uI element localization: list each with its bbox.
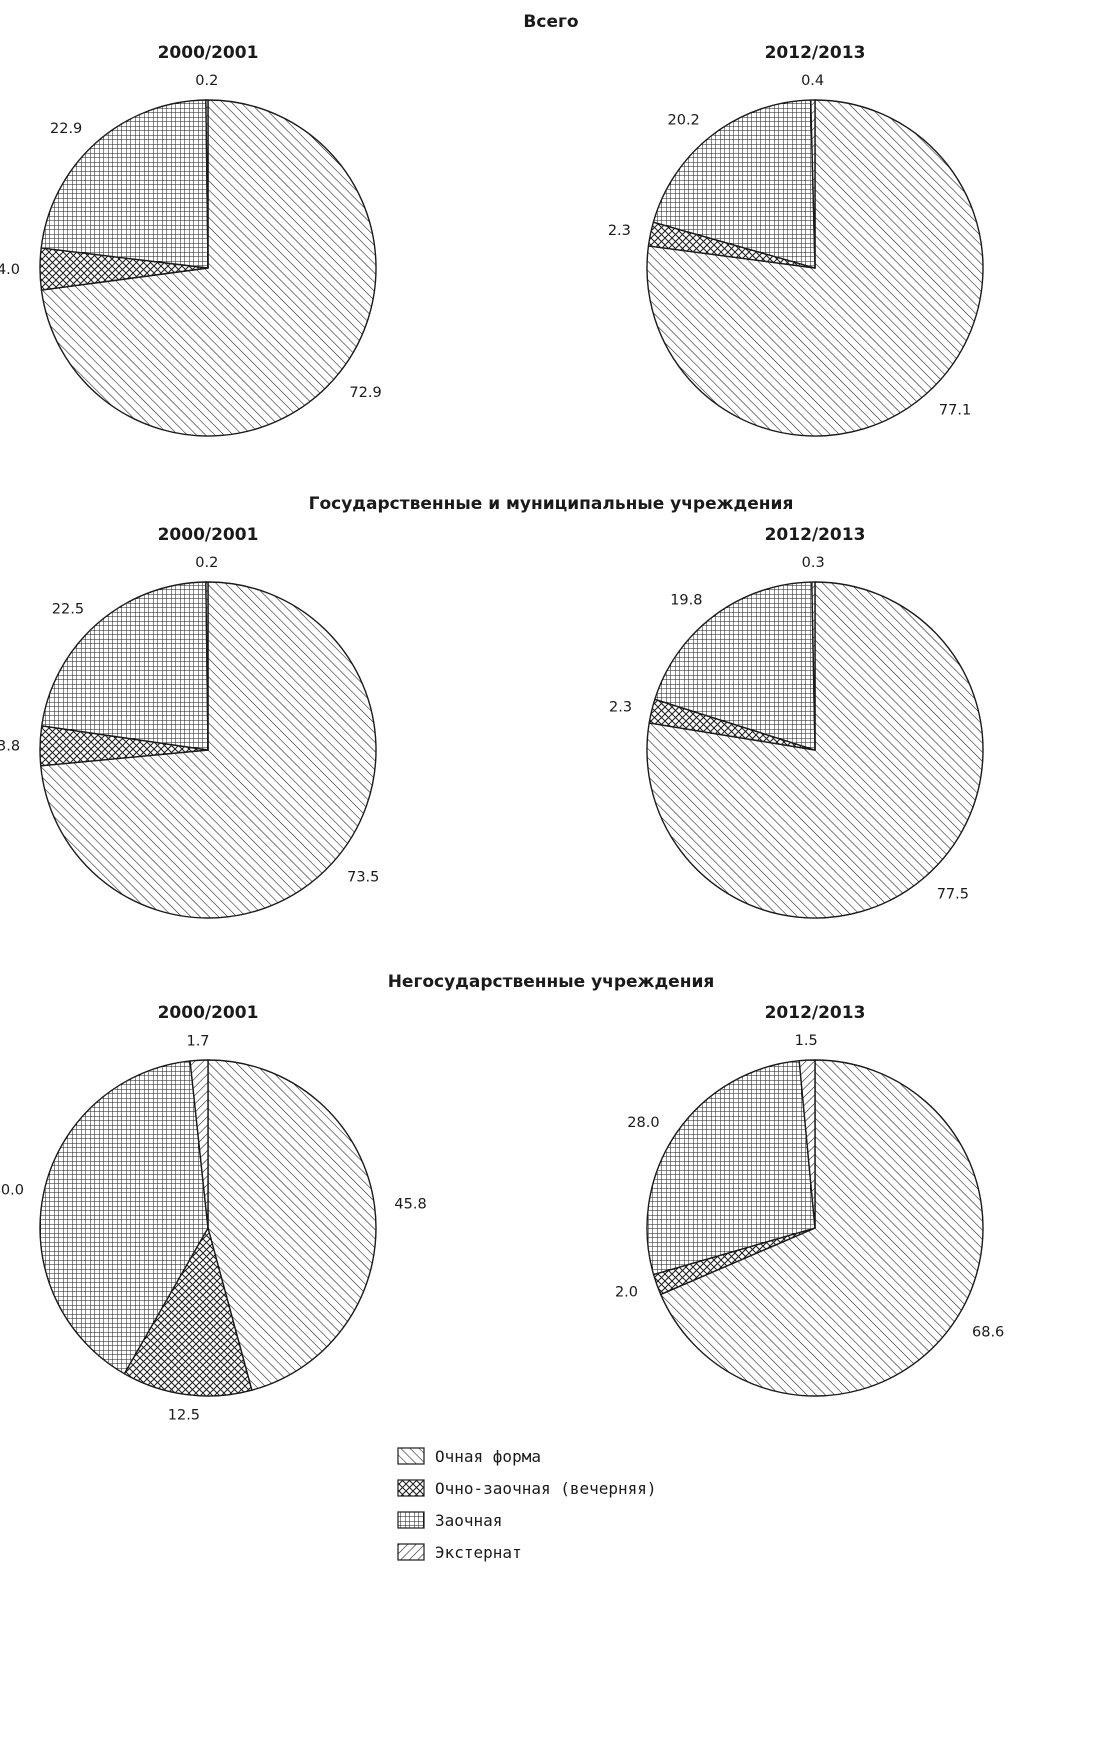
pie-slice-ochnaya	[646, 99, 984, 437]
slice-value-label: 0.3	[802, 555, 825, 571]
slice-value-label: 0.2	[195, 73, 218, 89]
pie-slice-zaochnaya	[654, 581, 816, 751]
chart-year-title: 2000/2001	[158, 1003, 259, 1023]
legend: Очная форма Очно-заочная (вечерняя) Заочна…	[397, 1447, 657, 1562]
slice-value-label: 40.0	[0, 1182, 24, 1198]
pie-slice-eksternat	[205, 581, 209, 751]
legend-swatch-vechernyaya	[397, 1479, 425, 1497]
legend-label: Заочная	[435, 1511, 502, 1530]
pie-slice-eksternat	[189, 1059, 209, 1229]
chart-year-title: 2000/2001	[158, 525, 259, 545]
pie-slice-zaochnaya	[41, 581, 209, 751]
slice-value-label: 45.8	[394, 1196, 426, 1212]
pie-slice-ochnaya	[207, 1059, 377, 1391]
slice-value-label: 19.8	[670, 592, 702, 608]
slice-value-label: 1.7	[186, 1033, 209, 1049]
section-title: Негосударственные учреждения	[388, 972, 715, 992]
slice-value-label: 22.9	[50, 121, 82, 137]
pie-slice-ochnaya	[659, 1059, 984, 1397]
legend-label: Очная форма	[435, 1447, 541, 1466]
pie-slice-eksternat	[810, 99, 816, 269]
slice-value-label: 0.4	[801, 73, 824, 89]
slice-value-label: 1.5	[795, 1033, 818, 1049]
slice-value-label: 68.6	[972, 1324, 1004, 1340]
chart-year-title: 2012/2013	[765, 525, 866, 545]
pie-slice-eksternat	[811, 581, 816, 751]
pie-slice-ochnaya	[40, 99, 377, 437]
pie-slice-zaochnaya	[40, 99, 209, 269]
slice-value-label: 28.0	[627, 1115, 659, 1131]
pie-slice-vechernyaya	[123, 1227, 253, 1397]
slice-value-label: 0.2	[195, 555, 218, 571]
slice-value-label: 2.0	[615, 1284, 638, 1300]
slice-value-label: 73.5	[347, 870, 379, 886]
slice-value-label: 3.8	[0, 738, 20, 754]
slice-value-label: 77.5	[937, 886, 969, 902]
pie-slice-eksternat	[205, 99, 209, 269]
slice-value-label: 12.5	[168, 1407, 200, 1423]
pie-slice-eksternat	[798, 1059, 816, 1229]
charts-layer: Всего 2000/2001 72.9 4.0 22.9 0.2 2012/2013 77.…	[0, 12, 1004, 1423]
chart-year-title: 2012/2013	[765, 43, 866, 63]
legend-swatch-zaochnaya	[397, 1511, 425, 1529]
slice-value-label: 20.2	[668, 113, 700, 129]
chart-year-title: 2012/2013	[765, 1003, 866, 1023]
chart-year-title: 2000/2001	[158, 43, 259, 63]
slice-value-label: 72.9	[349, 385, 381, 401]
legend-swatch-ochnaya	[397, 1447, 425, 1465]
legend-label: Очно-заочная (вечерняя)	[435, 1479, 657, 1498]
pie-slice-zaochnaya	[39, 1060, 209, 1375]
slice-value-label: 2.3	[608, 223, 631, 239]
section-title: Всего	[523, 12, 578, 32]
slice-value-label: 22.5	[52, 602, 84, 618]
slice-value-label: 4.0	[0, 262, 20, 278]
legend-label: Экстернат	[435, 1543, 522, 1562]
pie-slice-zaochnaya	[652, 99, 816, 269]
slice-value-label: 2.3	[609, 699, 632, 715]
legend-swatch-eksternat	[397, 1543, 425, 1561]
pie-slice-zaochnaya	[646, 1060, 816, 1276]
section-title: Государственные и муниципальные учрежден…	[309, 494, 794, 514]
slice-value-label: 77.1	[939, 402, 971, 418]
